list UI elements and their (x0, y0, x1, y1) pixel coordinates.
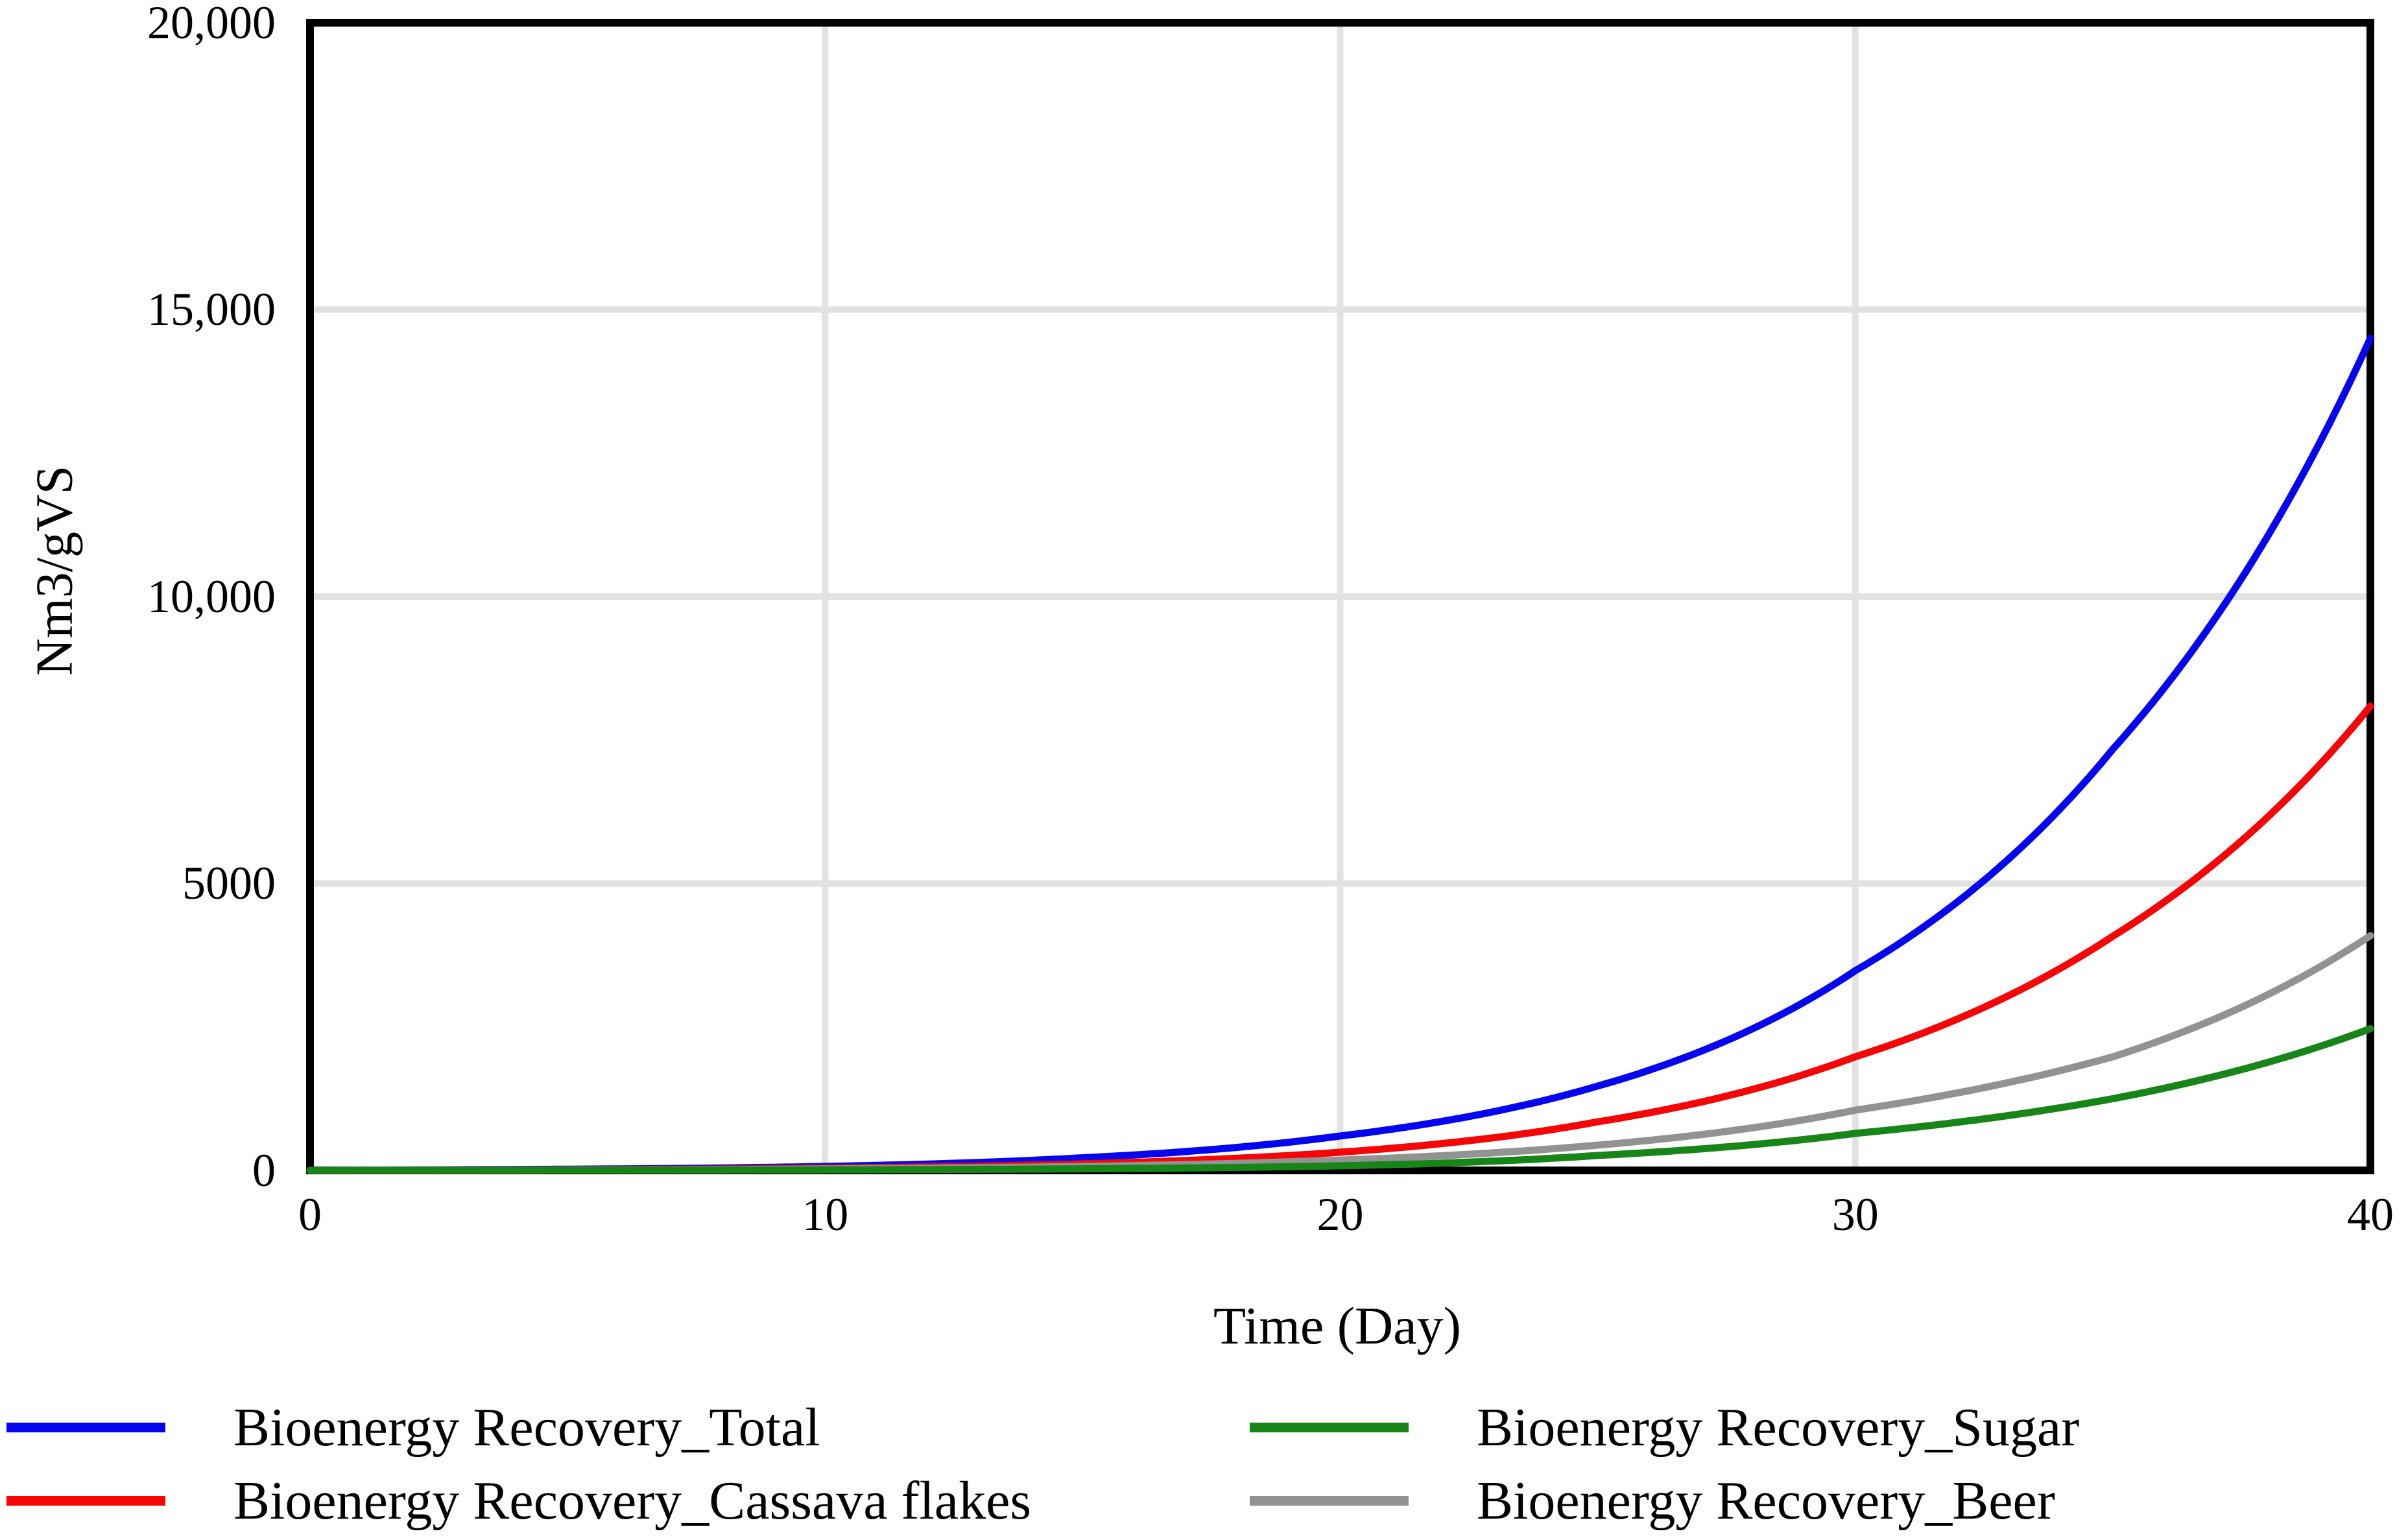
y-tick-label: 15,000 (147, 283, 276, 335)
plot-border (306, 19, 2374, 1174)
x-axis-title: Time (Day) (1213, 1296, 1461, 1355)
legend-item: Bioenergy Recovery_Cassava flakes (6, 1462, 1031, 1539)
y-tick-label: 10,000 (147, 570, 276, 622)
y-tick-label: 5000 (182, 857, 276, 909)
x-tick-label: 10 (802, 1189, 849, 1240)
legend-swatch (1250, 1495, 1409, 1506)
x-tick-label: 40 (2347, 1189, 2394, 1240)
legend-item: Bioenergy Recovery_Sugar (1250, 1388, 2079, 1466)
y-axis-title: Nm3/gVS (26, 465, 84, 676)
legend-label: Bioenergy Recovery_Total (233, 1397, 820, 1458)
legend-item: Bioenergy Recovery_Total (6, 1388, 820, 1466)
x-tick-label: 0 (298, 1189, 322, 1240)
legend-swatch (6, 1422, 165, 1432)
y-tick-label: 20,000 (147, 0, 276, 49)
legend-label: Bioenergy Recovery_Cassava flakes (233, 1470, 1032, 1531)
y-tick-label: 0 (252, 1144, 276, 1196)
legend-item: Bioenergy Recovery_Beer (1250, 1462, 2055, 1539)
x-tick-label: 30 (1831, 1189, 1879, 1240)
x-tick-label: 20 (1317, 1189, 1364, 1240)
legend-swatch (1250, 1422, 1409, 1432)
legend-label: Bioenergy Recovery_Sugar (1477, 1397, 2080, 1458)
legend-swatch (6, 1495, 165, 1506)
series-line-3 (306, 1025, 2374, 1174)
legend-label: Bioenergy Recovery_Beer (1477, 1470, 2055, 1531)
